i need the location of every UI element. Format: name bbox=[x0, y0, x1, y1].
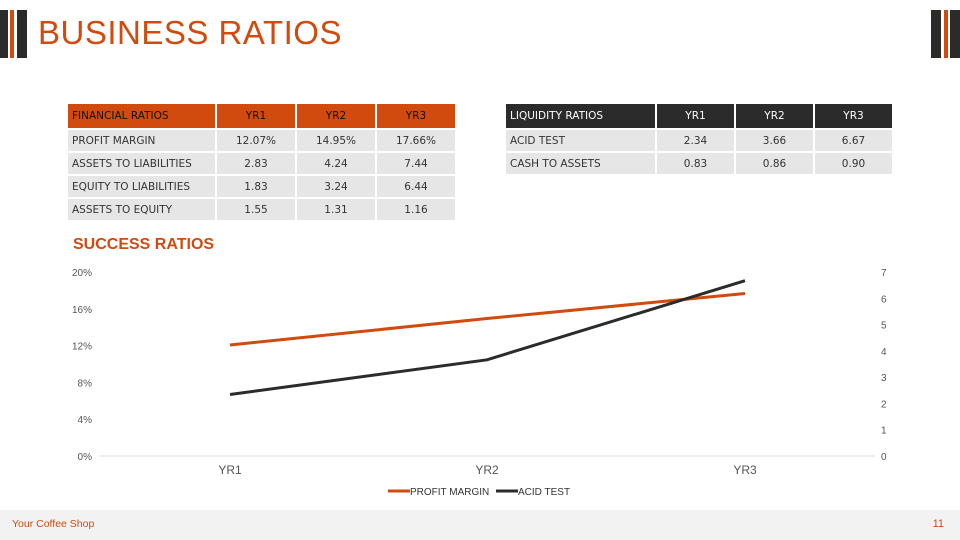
table-cell: 3.66 bbox=[736, 130, 813, 151]
legend-label: ACID TEST bbox=[518, 487, 570, 498]
section-title: SUCCESS RATIOS bbox=[73, 236, 215, 253]
table-header-cell: FINANCIAL RATIOS bbox=[68, 104, 215, 128]
table-cell: 1.16 bbox=[377, 199, 455, 220]
series-line bbox=[229, 279, 746, 396]
financial-ratios-table: FINANCIAL RATIOS YR1 YR2 YR3 PROFIT MARG… bbox=[66, 102, 457, 222]
y-right-tick-label: 4 bbox=[881, 347, 887, 358]
table-header-cell: YR3 bbox=[815, 104, 892, 128]
table-cell: 0.90 bbox=[815, 153, 892, 174]
footer: Your Coffee Shop 11 bbox=[0, 510, 960, 540]
liquidity-ratios-table: LIQUIDITY RATIOS YR1 YR2 YR3 ACID TEST 2… bbox=[504, 102, 894, 176]
table-cell: 4.24 bbox=[297, 153, 375, 174]
table-cell: ASSETS TO LIABILITIES bbox=[68, 153, 215, 174]
table-cell: 6.44 bbox=[377, 176, 455, 197]
table-cell: 0.86 bbox=[736, 153, 813, 174]
right-accent-bar bbox=[950, 10, 960, 58]
y-right-tick-label: 5 bbox=[881, 321, 887, 332]
table-cell: 7.44 bbox=[377, 153, 455, 174]
table-header-cell: YR2 bbox=[297, 104, 375, 128]
x-tick-label: YR2 bbox=[475, 463, 499, 477]
table-row: ASSETS TO EQUITY 1.55 1.31 1.16 bbox=[68, 199, 455, 220]
y-left-tick-label: 16% bbox=[72, 305, 92, 316]
success-ratios-chart: 0% 4% 8% 12% 16% 20% 0 1 2 3 4 5 6 7 YR1 YR2 YR3 PROFIT M… bbox=[72, 268, 887, 498]
table-cell: 0.83 bbox=[657, 153, 734, 174]
table-header-cell: YR3 bbox=[377, 104, 455, 128]
table-cell: 14.95% bbox=[297, 130, 375, 151]
y-left-tick-label: 0% bbox=[78, 452, 93, 463]
table-header-row: LIQUIDITY RATIOS YR1 YR2 YR3 bbox=[506, 104, 892, 128]
y-right-tick-label: 6 bbox=[881, 294, 887, 305]
series-line bbox=[229, 292, 746, 347]
table-row: CASH TO ASSETS 0.83 0.86 0.90 bbox=[506, 153, 892, 174]
table-cell: PROFIT MARGIN bbox=[68, 130, 215, 151]
x-tick-label: YR1 bbox=[218, 463, 242, 477]
table-cell: 2.83 bbox=[217, 153, 295, 174]
y-left-tick-label: 12% bbox=[72, 342, 92, 353]
y-right-tick-label: 1 bbox=[881, 426, 887, 437]
table-header-row: FINANCIAL RATIOS YR1 YR2 YR3 bbox=[68, 104, 455, 128]
table-cell: EQUITY TO LIABILITIES bbox=[68, 176, 215, 197]
table-cell: 17.66% bbox=[377, 130, 455, 151]
table-header-cell: LIQUIDITY RATIOS bbox=[506, 104, 655, 128]
legend-label: PROFIT MARGIN bbox=[410, 487, 489, 498]
x-tick-label: YR3 bbox=[733, 463, 757, 477]
table-row: ASSETS TO LIABILITIES 2.83 4.24 7.44 bbox=[68, 153, 455, 174]
table-cell: 1.31 bbox=[297, 199, 375, 220]
table-cell: ACID TEST bbox=[506, 130, 655, 151]
table-row: ACID TEST 2.34 3.66 6.67 bbox=[506, 130, 892, 151]
table-header-cell: YR2 bbox=[736, 104, 813, 128]
table-cell: 1.83 bbox=[217, 176, 295, 197]
table-cell: 1.55 bbox=[217, 199, 295, 220]
y-right-tick-label: 0 bbox=[881, 452, 887, 463]
footer-brand: Your Coffee Shop bbox=[12, 518, 95, 530]
table-header-cell: YR1 bbox=[657, 104, 734, 128]
table-cell: 2.34 bbox=[657, 130, 734, 151]
table-cell: ASSETS TO EQUITY bbox=[68, 199, 215, 220]
right-accent-bar-inner bbox=[931, 10, 941, 58]
y-right-tick-label: 7 bbox=[881, 268, 887, 279]
y-right-tick-label: 3 bbox=[881, 373, 887, 384]
left-accent-bar bbox=[0, 10, 8, 58]
page-title: BUSINESS RATIOS bbox=[38, 14, 342, 51]
left-accent-stripe bbox=[10, 10, 14, 58]
y-right-tick-label: 2 bbox=[881, 399, 887, 410]
table-cell: CASH TO ASSETS bbox=[506, 153, 655, 174]
table-row: PROFIT MARGIN 12.07% 14.95% 17.66% bbox=[68, 130, 455, 151]
table-row: EQUITY TO LIABILITIES 1.83 3.24 6.44 bbox=[68, 176, 455, 197]
y-left-tick-label: 8% bbox=[78, 378, 93, 389]
table-cell: 12.07% bbox=[217, 130, 295, 151]
left-accent-bar-inner bbox=[17, 10, 27, 58]
page-number: 11 bbox=[932, 518, 944, 530]
y-left-tick-label: 20% bbox=[72, 268, 92, 279]
table-header-cell: YR1 bbox=[217, 104, 295, 128]
right-accent-stripe bbox=[944, 10, 948, 58]
table-cell: 3.24 bbox=[297, 176, 375, 197]
y-left-tick-label: 4% bbox=[78, 415, 93, 426]
table-cell: 6.67 bbox=[815, 130, 892, 151]
